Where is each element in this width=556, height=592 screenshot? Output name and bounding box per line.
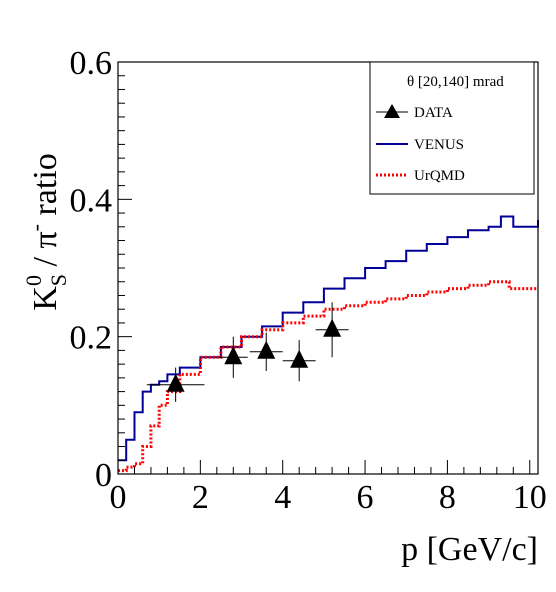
x-axis-label: p [GeV/c] bbox=[401, 531, 538, 568]
x-tick-label: 0 bbox=[110, 479, 127, 516]
legend-data-marker bbox=[384, 104, 400, 118]
legend-label-urqmd: UrQMD bbox=[414, 168, 465, 184]
y-tick-label: 0 bbox=[95, 457, 112, 494]
legend: θ [20,140] mrad DATA VENUS UrQMD bbox=[369, 61, 535, 195]
legend-entry-data: DATA bbox=[376, 104, 453, 121]
y-tick-label: 0.2 bbox=[70, 320, 113, 357]
data-point-marker bbox=[257, 340, 276, 359]
x-tick-labels: 0 2 4 6 8 10 bbox=[110, 479, 547, 516]
x-tick-label: 4 bbox=[274, 479, 291, 516]
legend-entry-urqmd: UrQMD bbox=[376, 168, 465, 184]
data-point bbox=[315, 302, 349, 358]
y-tick-labels: 0 0.2 0.4 0.6 bbox=[70, 45, 113, 494]
legend-header: θ [20,140] mrad bbox=[407, 74, 504, 90]
data-point-marker bbox=[323, 318, 342, 337]
x-tick-label: 2 bbox=[192, 479, 209, 516]
y-axis-label: KS0 / π- ratio bbox=[21, 153, 71, 311]
y-tick-label: 0.6 bbox=[70, 45, 113, 82]
legend-label-venus: VENUS bbox=[414, 137, 464, 153]
y-tick-label: 0.4 bbox=[70, 182, 113, 219]
plot-frame bbox=[117, 61, 539, 475]
x-tick-label: 6 bbox=[357, 479, 374, 516]
data-point bbox=[249, 332, 283, 371]
series-layer bbox=[118, 215, 539, 473]
data-point bbox=[282, 340, 316, 382]
data-point-marker bbox=[224, 346, 243, 365]
legend-entry-venus: VENUS bbox=[376, 137, 464, 153]
x-tick-label: 8 bbox=[439, 479, 456, 516]
tick-layer bbox=[117, 61, 531, 475]
data-point bbox=[146, 367, 205, 402]
svg-text:KS0 / π- ratio: KS0 / π- ratio bbox=[21, 153, 71, 311]
data-point bbox=[218, 336, 248, 378]
data-point-marker bbox=[166, 373, 185, 392]
series-urqmd-line bbox=[118, 280, 538, 473]
data-point-marker bbox=[290, 349, 309, 368]
x-tick-label: 10 bbox=[513, 479, 547, 516]
legend-box bbox=[369, 61, 535, 195]
legend-label-data: DATA bbox=[414, 105, 453, 121]
